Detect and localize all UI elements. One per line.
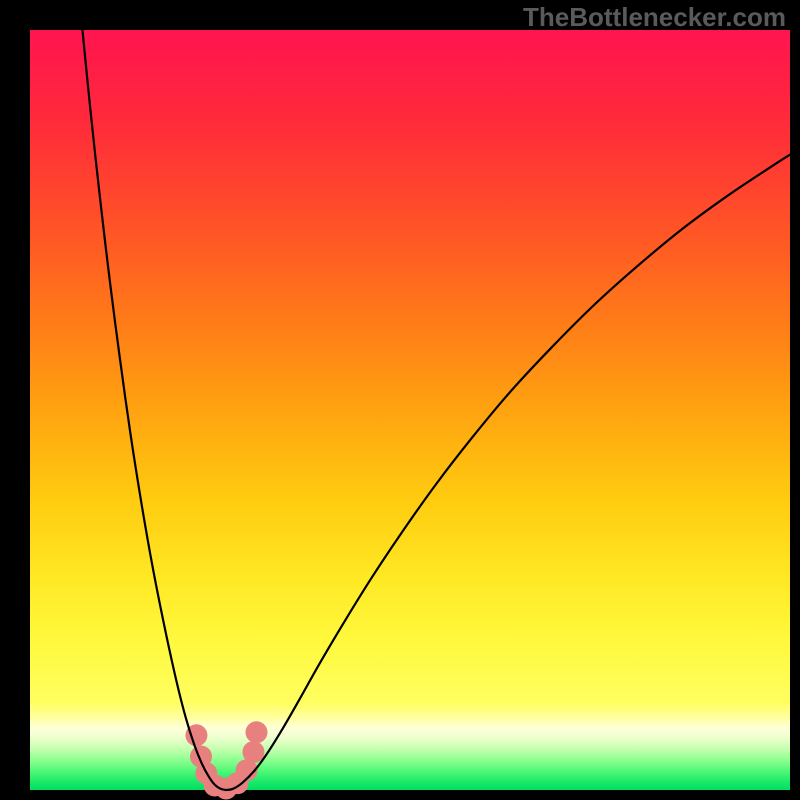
bottleneck-chart xyxy=(0,0,800,800)
watermark-text: TheBottlenecker.com xyxy=(523,2,786,33)
valley-marker-dot xyxy=(245,721,267,743)
plot-background xyxy=(30,30,790,790)
valley-marker-dot xyxy=(242,741,264,763)
